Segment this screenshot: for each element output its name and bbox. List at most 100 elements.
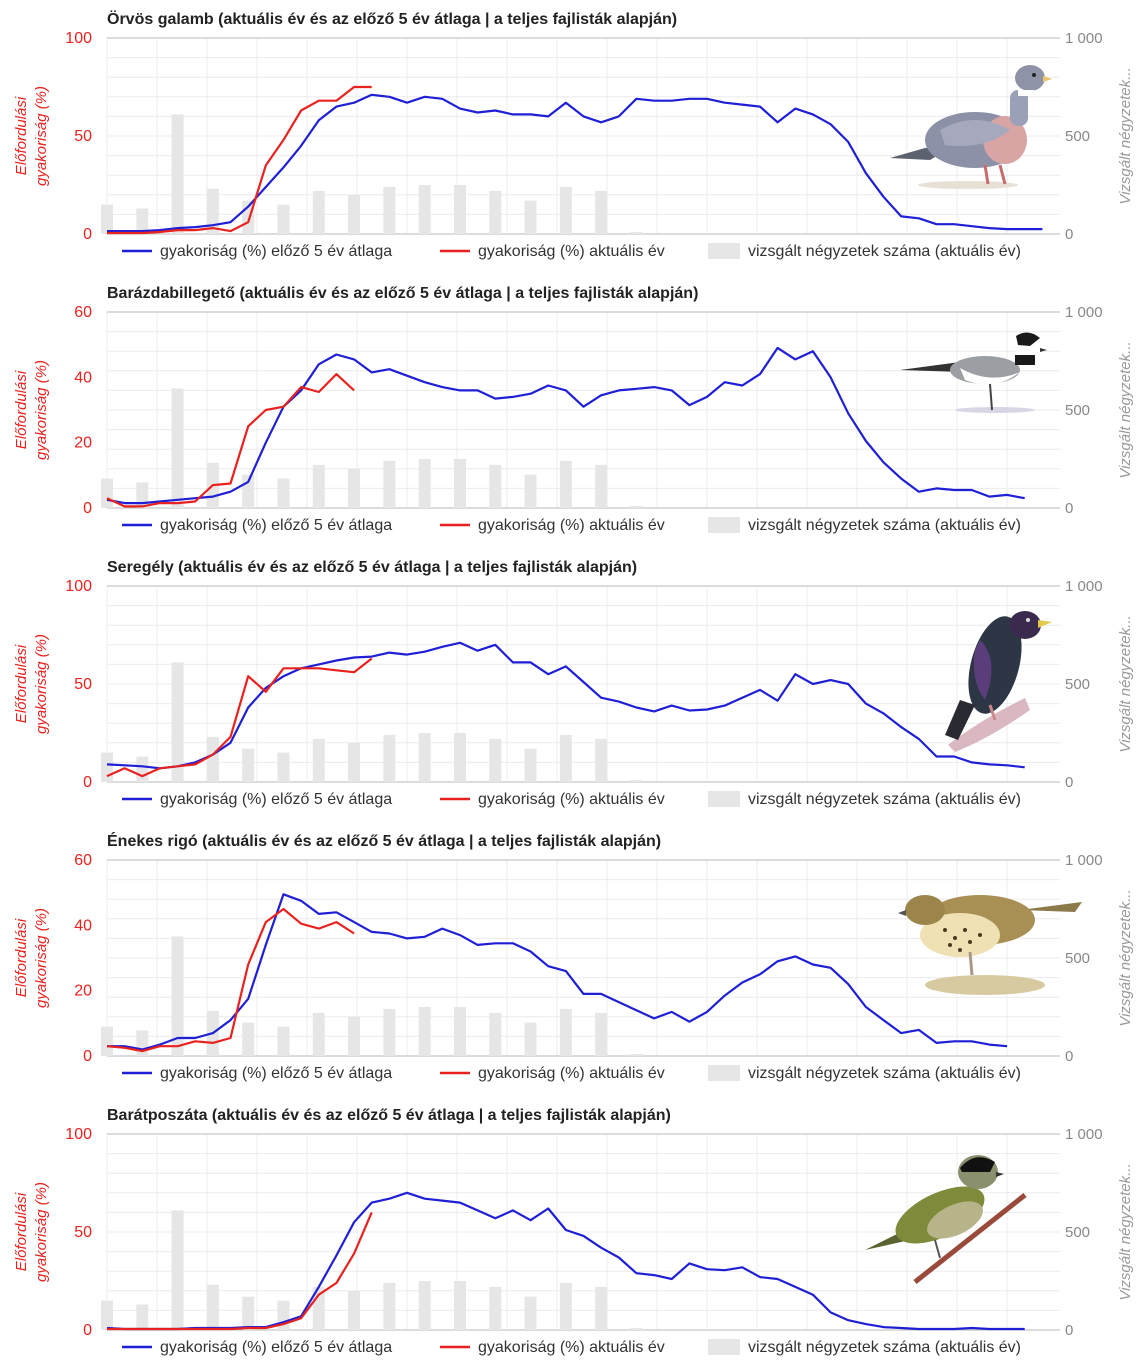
line-elozo-5-ev-atlaga — [107, 893, 1008, 1051]
bar-negyzetek — [206, 736, 219, 782]
y2-tick-label: 500 — [1065, 1224, 1090, 1241]
bar-negyzetek — [418, 185, 431, 234]
bar-negyzetek — [559, 734, 572, 782]
y-tick-label: 60 — [74, 304, 92, 321]
y2-tick-label: 500 — [1065, 950, 1090, 967]
bar-negyzetek — [559, 186, 572, 234]
bar-negyzetek — [101, 478, 113, 508]
bar-negyzetek — [171, 114, 184, 234]
bar-negyzetek — [630, 1328, 643, 1330]
bar-negyzetek — [242, 1296, 255, 1330]
line-aktualis-ev — [106, 657, 373, 778]
legend-swatch-negyzetek — [708, 1065, 740, 1081]
bar-negyzetek — [524, 474, 537, 508]
bar-negyzetek — [524, 200, 537, 234]
bar-negyzetek — [453, 185, 466, 234]
chart-1: Örvös galamb (aktuális év és az előző 5 … — [13, 9, 1134, 260]
legend-label-atlag: gyakoriság (%) előző 5 év átlaga — [160, 1065, 392, 1082]
bar-negyzetek — [206, 1284, 219, 1330]
legend-label-aktualis: gyakoriság (%) aktuális év — [478, 243, 665, 260]
bar-negyzetek — [136, 1304, 149, 1330]
bar-negyzetek — [630, 232, 643, 234]
chart-3: Seregély (aktuális év és az előző 5 év á… — [13, 559, 1134, 808]
y-tick-label: 20 — [74, 983, 92, 1000]
bar-negyzetek — [489, 738, 502, 782]
wood-pigeon-illustration — [890, 65, 1052, 189]
legend-label-atlag: gyakoriság (%) előző 5 év átlaga — [160, 791, 392, 808]
y2-tick-label: 0 — [1065, 774, 1073, 791]
bar-negyzetek — [312, 1012, 325, 1056]
y-tick-label: 0 — [83, 1322, 92, 1339]
y2-tick-label: 0 — [1065, 226, 1073, 243]
bar-negyzetek — [136, 482, 149, 508]
bar-negyzetek — [101, 1300, 113, 1330]
y-axis-label: Előfordulási gyakoriság (%) — [13, 634, 50, 734]
chart-title: Seregély (aktuális év és az előző 5 év á… — [107, 559, 637, 576]
bar-negyzetek — [559, 1282, 572, 1330]
bar-negyzetek — [383, 1282, 396, 1330]
bar-negyzetek — [136, 208, 149, 234]
bar-negyzetek — [489, 190, 502, 234]
bar-negyzetek — [277, 478, 290, 508]
y-tick-label: 50 — [74, 128, 92, 145]
legend-label-aktualis: gyakoriság (%) aktuális év — [478, 791, 665, 808]
blackcap-illustration — [865, 1155, 1027, 1284]
y-tick-label: 20 — [74, 435, 92, 452]
y-tick-label: 0 — [83, 226, 92, 243]
y2-axis-label: Vizsgált négyzetek... — [1117, 889, 1134, 1026]
bar-negyzetek — [136, 756, 149, 782]
bar-negyzetek — [453, 733, 466, 782]
line-aktualis-ev — [106, 907, 355, 1053]
bar-negyzetek — [312, 738, 325, 782]
y2-tick-label: 500 — [1065, 676, 1090, 693]
bar-negyzetek — [418, 1007, 431, 1056]
bar-negyzetek — [101, 752, 113, 782]
bar-negyzetek — [595, 1012, 608, 1056]
y-tick-label: 50 — [74, 676, 92, 693]
bar-negyzetek — [348, 194, 361, 234]
legend-label-negyzetek: vizsgált négyzetek száma (aktuális év) — [748, 1339, 1021, 1356]
bar-negyzetek — [418, 733, 431, 782]
bar-negyzetek — [418, 459, 431, 508]
legend-label-aktualis: gyakoriság (%) aktuális év — [478, 1065, 665, 1082]
line-elozo-5-ev-atlaga — [106, 346, 1025, 505]
chart-4: Énekes rigó (aktuális év és az előző 5 é… — [13, 831, 1134, 1082]
bar-negyzetek — [171, 662, 184, 782]
bar-negyzetek — [101, 204, 113, 234]
y2-tick-label: 1 000 — [1065, 578, 1103, 595]
bar-negyzetek — [383, 460, 396, 508]
y-tick-label: 100 — [65, 578, 92, 595]
bar-negyzetek — [101, 1026, 113, 1056]
y-axis-label: Előfordulási gyakoriság (%) — [13, 908, 50, 1008]
legend-swatch-negyzetek — [708, 243, 740, 259]
white-wagtail-illustration — [900, 332, 1047, 413]
y2-axis-label: Vizsgált négyzetek... — [1117, 1163, 1134, 1300]
y2-tick-label: 1 000 — [1065, 1126, 1103, 1143]
y2-tick-label: 1 000 — [1065, 304, 1103, 321]
bar-negyzetek — [595, 464, 608, 508]
y-tick-label: 0 — [83, 1048, 92, 1065]
bar-negyzetek — [312, 464, 325, 508]
legend-label-atlag: gyakoriság (%) előző 5 év átlaga — [160, 243, 392, 260]
bar-negyzetek — [383, 734, 396, 782]
bar-negyzetek — [524, 1022, 537, 1056]
y-tick-label: 100 — [65, 1126, 92, 1143]
chart-title: Barázdabillegető (aktuális év és az előz… — [107, 285, 698, 302]
bar-negyzetek — [489, 1286, 502, 1330]
line-aktualis-ev — [106, 373, 355, 508]
bar-negyzetek — [559, 460, 572, 508]
legend-label-aktualis: gyakoriság (%) aktuális év — [478, 1339, 665, 1356]
chart-title: Énekes rigó (aktuális év és az előző 5 é… — [107, 831, 661, 850]
y2-tick-label: 0 — [1065, 500, 1073, 517]
legend-swatch-negyzetek — [708, 1339, 740, 1355]
bar-negyzetek — [348, 468, 361, 508]
line-aktualis-ev — [107, 1211, 373, 1331]
y-tick-label: 40 — [74, 369, 92, 386]
bar-negyzetek — [206, 188, 219, 234]
bar-negyzetek — [489, 1012, 502, 1056]
bar-negyzetek — [171, 936, 184, 1056]
bar-negyzetek — [630, 506, 643, 508]
y-axis-label: Előfordulási gyakoriság (%) — [13, 360, 50, 460]
chart-2: Barázdabillegető (aktuális év és az előz… — [13, 285, 1134, 534]
